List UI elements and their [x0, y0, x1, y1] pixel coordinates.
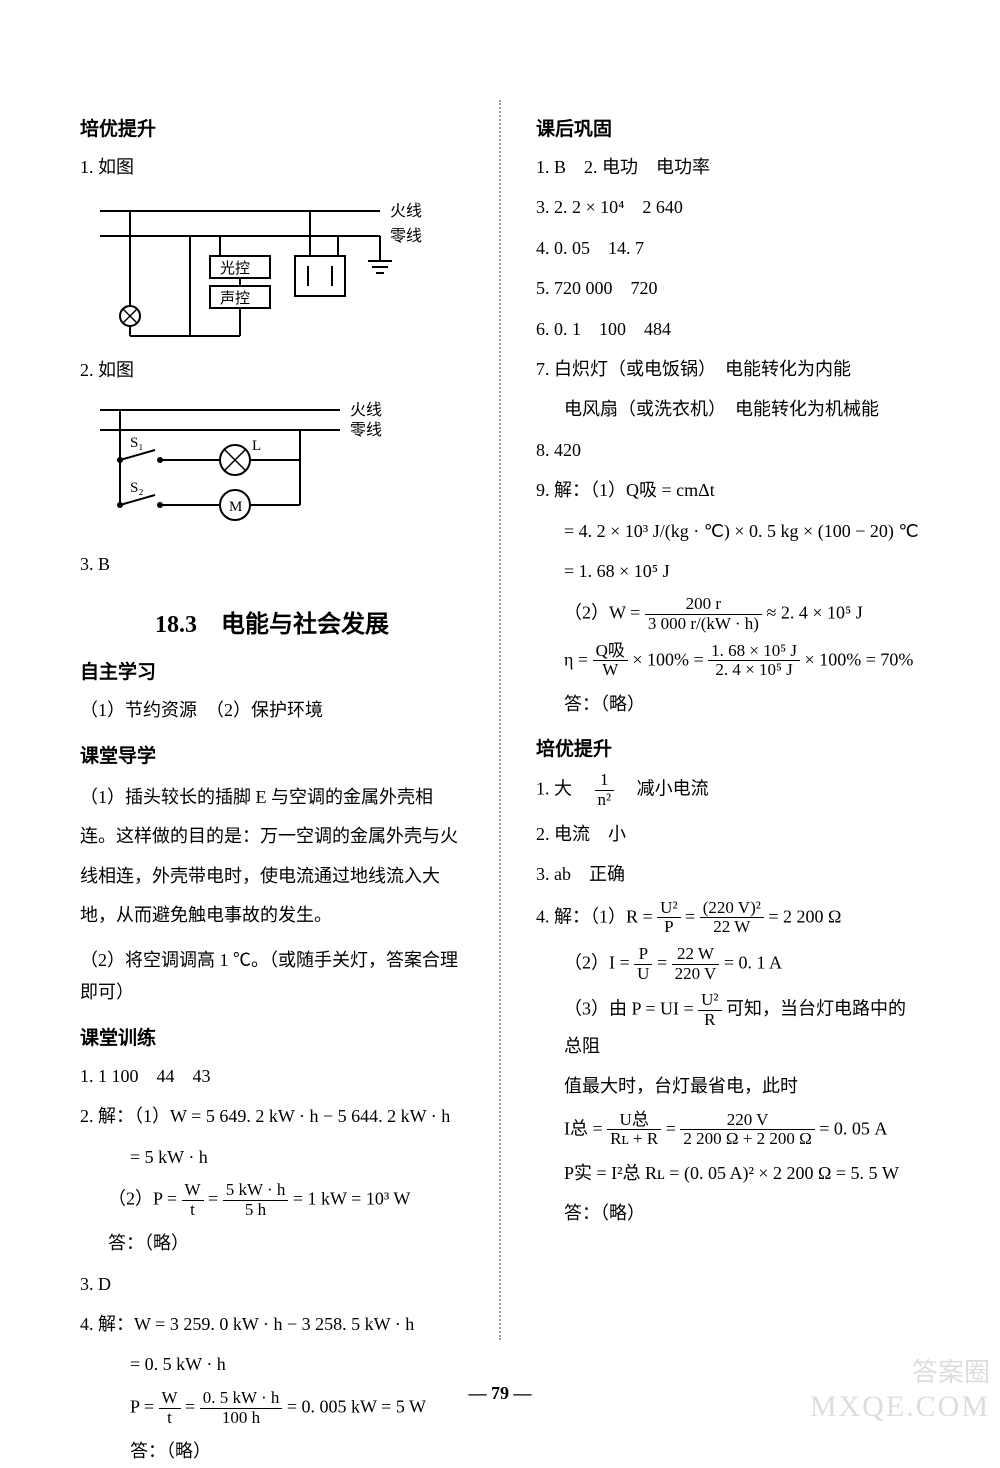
t2-p2-prefix: （2）P = — [108, 1188, 182, 1208]
r-p3: 3. ab 正确 — [536, 858, 920, 890]
prefix: （2）W = — [564, 603, 645, 623]
watermark-text: 答案圈 — [912, 1352, 990, 1389]
r-p4-pact: P实 = I²总 Rʟ = (0. 05 A)² × 2 200 Ω = 5. … — [536, 1157, 920, 1189]
q1-prefix: 1. 如图 — [80, 157, 134, 177]
prefix: 1. 大 — [536, 779, 590, 799]
r-p4-1: 4. 解：（1）R = U²P = (220 V)²22 W = 2 200 Ω — [536, 899, 920, 937]
heading-advance: 培优提升 — [80, 114, 464, 141]
guide1: （1）插头较长的插脚 E 与空调的金属外壳相连。这样做的目的是：万一空调的金属外… — [80, 778, 464, 936]
result: × 100% = 70% — [805, 649, 914, 669]
prefix: （2）I = — [564, 952, 634, 972]
heading-class-guide: 课堂导学 — [80, 741, 464, 768]
r-p1: 1. 大 1n² 减小电流 — [536, 771, 920, 809]
label-neutral: 零线 — [390, 227, 422, 245]
r-q9-p2: （2）W = 200 r3 000 r/(kW · h) ≈ 2. 4 × 10… — [536, 595, 920, 633]
r-q8: 8. 420 — [536, 434, 920, 466]
eq: = — [685, 906, 700, 926]
txt: 9. 解：（1）Q吸 = cmΔt — [536, 480, 715, 500]
r-q7b: 电风扇（或洗衣机） 电能转化为机械能 — [536, 393, 920, 425]
eq: = — [657, 952, 672, 972]
r-p4-3: （3）由 P = UI = U²R 可知，当台灯电路中的总阻 — [536, 991, 920, 1062]
self-study-answer: （1）节约资源 （2）保护环境 — [80, 694, 464, 726]
t2-ans: 答：（略） — [80, 1227, 464, 1259]
label-M: M — [229, 499, 242, 515]
result: = 0. 05 A — [819, 1118, 887, 1138]
prefix: 4. 解：（1）R = — [536, 906, 657, 926]
r-p4-2: （2）I = PU = 22 W220 V = 0. 1 A — [536, 945, 920, 983]
frac: Q吸W — [593, 642, 628, 680]
t3: 3. D — [80, 1268, 464, 1300]
eq: = — [208, 1188, 223, 1208]
guide2: （2）将空调调高 1 ℃。（或随手关灯，答案合理即可） — [80, 944, 464, 1009]
column-divider — [499, 100, 501, 1340]
mid: × 100% = — [632, 649, 708, 669]
r-p4-ans: 答：（略） — [536, 1197, 920, 1229]
label-s2: S₂ — [130, 480, 144, 496]
q2: 2. 如图 — [80, 354, 464, 386]
label-neutral2: 零线 — [350, 421, 382, 439]
label-L: L — [252, 438, 261, 454]
r-q9-line2: = 4. 2 × 10³ J/(kg · ℃) × 0. 5 kg × (100… — [536, 515, 920, 547]
frac: U²R — [698, 991, 721, 1029]
label-light-ctrl: 光控 — [220, 260, 250, 277]
watermark-url: MXQE.COM — [810, 1390, 990, 1424]
t2-part2: （2）P = Wt = 5 kW · h5 h = 1 kW = 10³ W — [80, 1181, 464, 1219]
q1: 1. 如图 — [80, 151, 464, 183]
suffix: 减小电流 — [619, 779, 709, 799]
q2-prefix: 2. 如图 — [80, 360, 134, 380]
r-q9-ans: 答：（略） — [536, 688, 920, 720]
prefix: I总 = — [564, 1118, 607, 1138]
frac: 1. 68 × 10⁵ J2. 4 × 10⁵ J — [708, 642, 800, 680]
frac: 1n² — [595, 771, 615, 809]
q3: 3. B — [80, 548, 464, 580]
r-q9-prefix: 9. 解：（1）Q吸 = cmΔt — [536, 474, 920, 506]
r-q6: 6. 0. 1 100 484 — [536, 313, 920, 345]
heading-advance-right: 培优提升 — [536, 734, 920, 761]
t4-ans: 答：（略） — [80, 1435, 464, 1467]
frac: (220 V)²22 W — [700, 899, 764, 937]
frac: PU — [634, 945, 652, 983]
heading-self-study: 自主学习 — [80, 657, 464, 684]
t1: 1. 1 100 44 43 — [80, 1060, 464, 1092]
r-q1: 1. B 2. 电功 电功率 — [536, 151, 920, 183]
label-s1: S₁ — [130, 435, 144, 451]
prefix: （3）由 P = UI = — [564, 999, 698, 1019]
r-p4-i: I总 = U总Rʟ + R = 220 V2 200 Ω + 2 200 Ω =… — [536, 1111, 920, 1149]
result: = 0. 1 A — [724, 952, 782, 972]
r-q9-line3: = 1. 68 × 10⁵ J — [536, 555, 920, 587]
frac: U总Rʟ + R — [607, 1111, 661, 1149]
circuit-figure-2: 火线 零线 S₁ L S₂ — [80, 395, 464, 540]
r-q5: 5. 720 000 720 — [536, 272, 920, 304]
label-fire2: 火线 — [350, 401, 382, 419]
t4-line2: = 0. 5 kW · h — [80, 1348, 464, 1380]
result: = 2 200 Ω — [768, 906, 841, 926]
heading-homework: 课后巩固 — [536, 114, 920, 141]
r-q7a: 7. 白炽灯（或电饭锅） 电能转化为内能 — [536, 353, 920, 385]
t2-result: = 1 kW = 10³ W — [293, 1188, 411, 1208]
r-p2: 2. 电流 小 — [536, 818, 920, 850]
frac: Wt — [182, 1181, 204, 1219]
frac: 200 r3 000 r/(kW · h) — [645, 595, 762, 633]
frac: U²P — [657, 899, 680, 937]
eq: = — [666, 1118, 681, 1138]
heading-class-train: 课堂训练 — [80, 1023, 464, 1050]
label-sound-ctrl: 声控 — [220, 289, 250, 307]
frac: 5 kW · h5 h — [223, 1181, 289, 1219]
r-p4-line4: 值最大时，台灯最省电，此时 — [536, 1070, 920, 1102]
label-fire: 火线 — [390, 202, 422, 220]
chapter-title: 18.3 电能与社会发展 — [80, 604, 464, 639]
frac: 220 V2 200 Ω + 2 200 Ω — [680, 1111, 814, 1149]
result: ≈ 2. 4 × 10⁵ J — [766, 603, 862, 623]
prefix: η = — [564, 649, 593, 669]
t2-line1: 2. 解：（1）W = 5 649. 2 kW · h − 5 644. 2 k… — [80, 1100, 464, 1132]
frac: 22 W220 V — [672, 945, 720, 983]
r-q3: 3. 2. 2 × 10⁴ 2 640 — [536, 191, 920, 223]
t2-line2: = 5 kW · h — [80, 1141, 464, 1173]
r-q4: 4. 0. 05 14. 7 — [536, 232, 920, 264]
circuit-figure-1: 火线 零线 光控 声控 — [80, 191, 464, 346]
t4-line1: 4. 解：W = 3 259. 0 kW · h − 3 258. 5 kW ·… — [80, 1308, 464, 1340]
r-q9-eta: η = Q吸W × 100% = 1. 68 × 10⁵ J2. 4 × 10⁵… — [536, 642, 920, 680]
